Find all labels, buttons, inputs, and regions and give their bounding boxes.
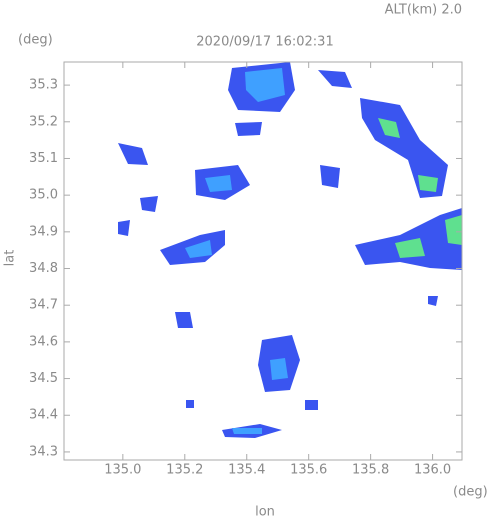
y-tick-label: 34.4 — [29, 408, 58, 423]
y-tick-label: 34.9 — [29, 224, 58, 239]
y-tick-label: 35.3 — [29, 78, 58, 93]
radar-echoes — [118, 62, 462, 438]
x-tick-label: 135.2 — [166, 463, 203, 478]
x-unit: (deg) — [453, 485, 488, 500]
y-axis-label: lat — [3, 250, 18, 267]
x-tick-label: 136.0 — [414, 463, 451, 478]
chart-title: 2020/09/17 16:02:31 — [196, 35, 333, 50]
plot-frame — [63, 61, 463, 461]
y-tick-label: 35.0 — [29, 188, 58, 203]
y-tick-label: 35.1 — [29, 151, 58, 166]
x-tick-label: 135.4 — [228, 463, 265, 478]
x-tick-label: 135.0 — [104, 463, 141, 478]
x-axis-label: lon — [255, 505, 275, 520]
y-tick-label: 35.2 — [29, 114, 58, 129]
y-tick-label: 34.3 — [29, 444, 58, 459]
y-tick-label: 34.8 — [29, 261, 58, 276]
altitude-label: ALT(km) 2.0 — [385, 3, 462, 18]
x-tick-label: 135.8 — [352, 463, 389, 478]
x-tick-label: 135.6 — [290, 463, 327, 478]
y-tick-label: 34.6 — [29, 334, 58, 349]
y-tick-label: 34.7 — [29, 298, 58, 313]
y-unit: (deg) — [18, 33, 53, 48]
y-tick-label: 34.5 — [29, 371, 58, 386]
